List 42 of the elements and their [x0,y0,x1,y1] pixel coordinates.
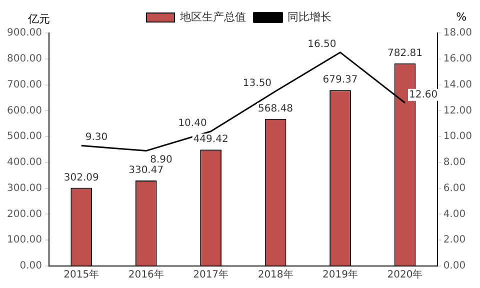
y2-tick-label: 0.00 [443,260,466,272]
y-tick-label: 800.00 [6,53,42,64]
data-label: 9.30 [85,132,108,144]
y-tick-label: 0.00 [20,260,42,272]
data-label: 449.42 [193,134,228,146]
data-label: 330.47 [128,165,164,176]
x-tick-label: 2015年 [64,268,100,281]
y-tick-label: 600.00 [6,105,42,116]
x-tick-label: 2017年 [193,268,229,281]
data-label: 679.37 [322,74,358,86]
y2-axis-title: % [456,10,467,24]
y2-tick-label: 10.00 [443,131,472,142]
data-label: 12.60 [409,89,438,100]
y-tick-label: 400.00 [6,157,42,168]
y-tick-label: 200.00 [6,208,42,220]
y-axis-title: 亿元 [26,12,50,26]
legend-label: 地区生产总值 [179,10,246,24]
y2-tick-label: 16.00 [443,53,472,64]
data-label: 13.50 [242,78,272,89]
x-tick-label: 2016年 [128,268,164,281]
legend-label: 同比增长 [288,10,332,24]
y2-tick-label: 18.00 [443,28,472,39]
x-tick-label: 2018年 [258,268,294,281]
data-label: 8.90 [150,154,172,166]
y2-tick-label: 8.00 [443,157,466,168]
y2-tick-label: 14.00 [443,79,472,90]
data-label: 10.40 [178,118,207,129]
y2-tick-label: 12.00 [443,105,472,116]
data-label: 782.81 [388,48,423,59]
data-label: 568.48 [258,103,294,114]
data-label: 16.50 [308,39,336,50]
y2-tick-label: 6.00 [443,182,466,194]
y2-tick-label: 4.00 [443,208,466,220]
y-tick-label: 500.00 [6,131,42,142]
y-tick-label: 700.00 [6,79,42,90]
y-tick-label: 100.00 [6,234,42,246]
x-tick-label: 2019年 [322,268,358,281]
x-tick-label: 2020年 [387,268,423,281]
data-label: 302.09 [64,172,99,184]
y-tick-label: 900.00 [6,28,42,39]
y2-tick-label: 2.00 [443,234,466,246]
y-tick-label: 300.00 [6,182,42,194]
